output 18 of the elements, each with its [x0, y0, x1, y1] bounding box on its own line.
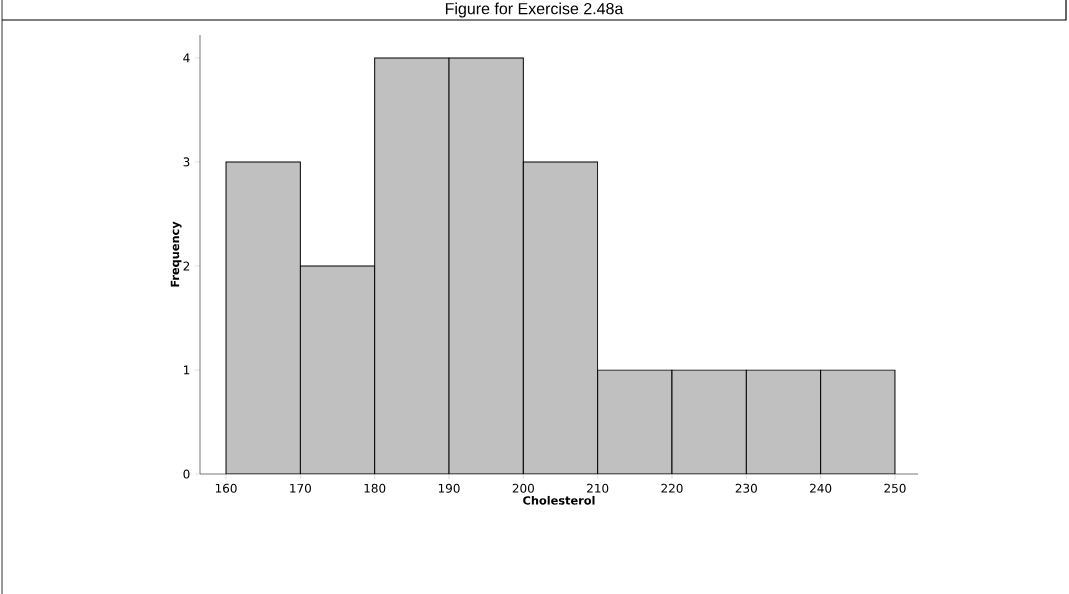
y-tick-label: 3: [183, 157, 190, 167]
x-tick-label: 200: [512, 483, 534, 493]
x-axis-title: Cholesterol: [523, 495, 595, 505]
chart-title: Figure for Exercise 2.48a: [445, 2, 624, 18]
x-tick-label: 230: [735, 483, 757, 493]
y-tick-label: 1: [183, 365, 190, 375]
y-tick-label: 0: [183, 469, 190, 479]
x-tick-label: 160: [215, 483, 237, 493]
y-tick-label: 2: [183, 261, 190, 271]
x-tick-label: 170: [290, 483, 311, 493]
x-tick-label: 250: [884, 483, 906, 493]
x-tick-label: 210: [587, 483, 609, 493]
x-tick-label: 180: [364, 483, 386, 493]
y-axis-title: Frequency: [170, 221, 182, 287]
y-tick-label: 4: [183, 53, 190, 63]
x-tick-label: 240: [810, 483, 832, 493]
x-tick-label: 220: [661, 483, 683, 493]
x-tick-label: 190: [438, 483, 460, 493]
